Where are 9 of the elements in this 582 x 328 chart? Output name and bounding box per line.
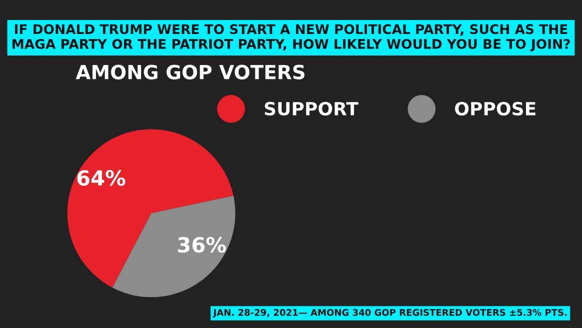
pie-slice — [67, 129, 234, 288]
data-label: 36% — [178, 236, 226, 253]
chart-title: IF DONALD TRUMP WERE TO START A NEW POLITICAL PARTY, SUCH AS THE MAGA PARTY OR THE PATRIOT PARTY, HOW LIKELY WOULD YOU BE TO JOIN? — [12, 24, 570, 52]
data-label: 64% — [77, 170, 126, 186]
legend-label: SUPPORT — [264, 102, 358, 116]
chart-subtitle: AMONG GOP VOTERS — [76, 64, 304, 80]
legend-label: OPPOSE — [455, 102, 536, 116]
pie-slice — [112, 196, 236, 298]
text: JAN. 28-29, 2021— AMONG 340 GOP REGISTERED VOTERS ±5.3% PTS. — [212, 309, 567, 318]
